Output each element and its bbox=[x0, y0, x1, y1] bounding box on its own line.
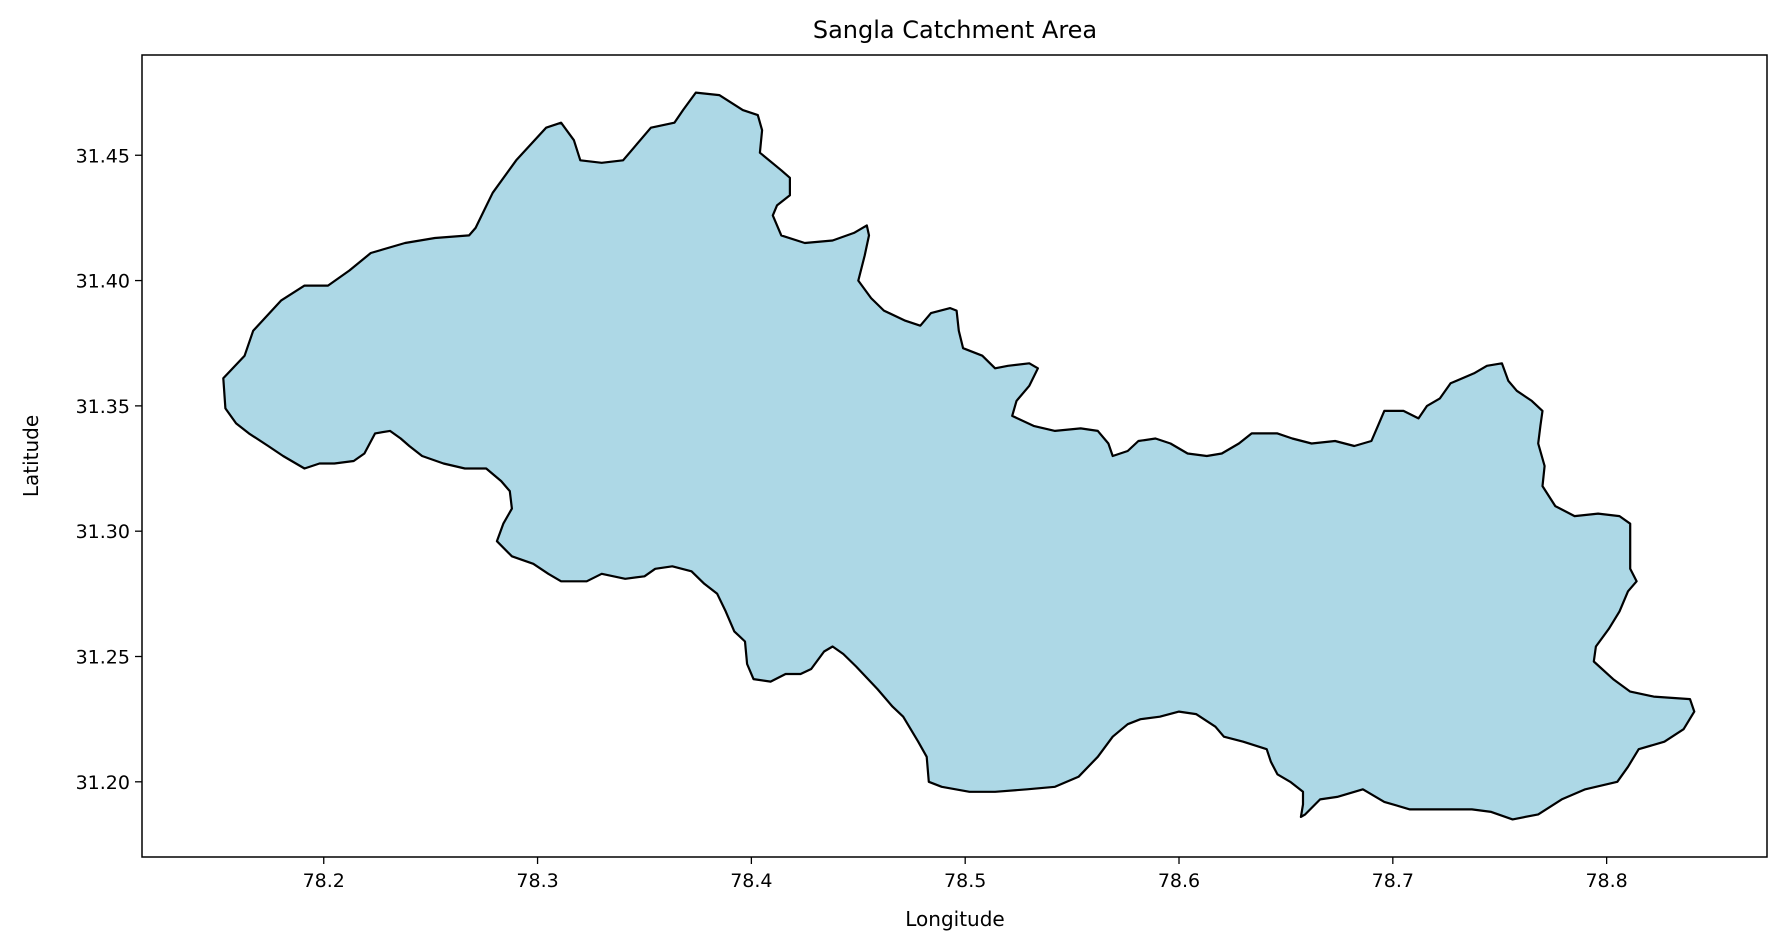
x-tick-label: 78.6 bbox=[1158, 870, 1200, 892]
y-tick-label: 31.30 bbox=[76, 521, 130, 543]
x-tick-label: 78.2 bbox=[303, 870, 345, 892]
x-tick-label: 78.8 bbox=[1585, 870, 1627, 892]
x-tick-label: 78.4 bbox=[730, 870, 772, 892]
chart-title: Sangla Catchment Area bbox=[813, 16, 1097, 44]
x-tick-label: 78.3 bbox=[516, 870, 558, 892]
y-axis-label: Latitude bbox=[19, 415, 43, 497]
x-axis-label: Longitude bbox=[905, 907, 1004, 931]
x-tick-label: 78.7 bbox=[1372, 870, 1414, 892]
y-tick-label: 31.45 bbox=[76, 145, 130, 167]
y-axis-ticks: 31.20 31.25 31.30 31.35 31.40 31.45 bbox=[76, 145, 142, 794]
catchment-polygon bbox=[222, 91, 1696, 821]
y-tick-label: 31.40 bbox=[76, 271, 130, 293]
x-tick-label: 78.5 bbox=[944, 870, 986, 892]
y-tick-label: 31.35 bbox=[76, 396, 130, 418]
plot-frame bbox=[141, 54, 1768, 858]
x-axis-ticks: 78.2 78.3 78.4 78.5 78.6 78.7 78.8 bbox=[303, 857, 1628, 892]
y-tick-label: 31.25 bbox=[76, 647, 130, 669]
y-tick-label: 31.20 bbox=[76, 772, 130, 794]
